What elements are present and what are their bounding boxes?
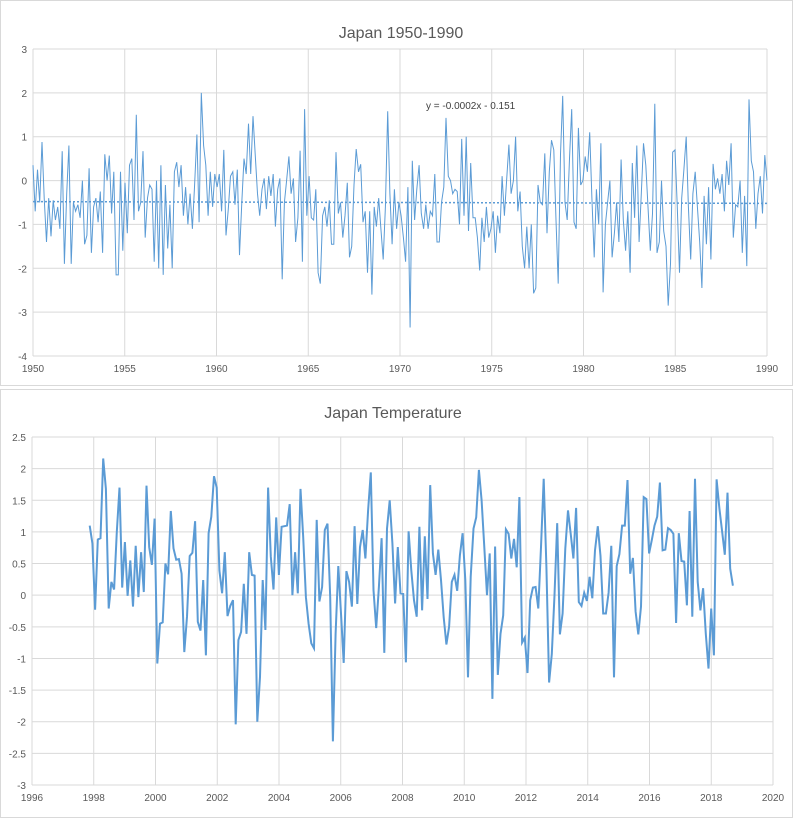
- x-tick-label: 2004: [268, 793, 291, 804]
- x-tick-label: 1960: [205, 364, 228, 375]
- x-tick-label: 1955: [114, 364, 137, 375]
- y-tick-label: -1: [18, 220, 27, 231]
- tick-labels: -4 -3 -2 -1 0 1 2 3 1950 1955 1960 1965 1970 1975 1980…: [18, 45, 778, 375]
- y-tick-label: 2.5: [12, 433, 26, 444]
- y-tick-label: -1.5: [9, 686, 27, 697]
- x-tick-label: 1980: [572, 364, 595, 375]
- line-chart: -3 -2.5 -2 -1.5 -1 -0.5 0 0.5 1 1.5 2 2.5 1996 1998 20…: [9, 405, 785, 804]
- y-tick-label: 2: [21, 89, 27, 100]
- y-tick-label: 1: [20, 528, 26, 539]
- series-line: [88, 458, 734, 742]
- y-tick-label: -2: [17, 718, 26, 729]
- y-tick-label: -2: [18, 264, 27, 275]
- chart-title: Japan Temperature: [324, 405, 462, 422]
- x-tick-label: 2002: [206, 793, 229, 804]
- y-tick-label: 0: [20, 591, 26, 602]
- x-tick-label: 2014: [577, 793, 600, 804]
- gridlines: [32, 48, 768, 357]
- x-tick-label: 1965: [297, 364, 320, 375]
- y-tick-label: -1: [17, 654, 26, 665]
- x-tick-label: 1990: [756, 364, 779, 375]
- x-tick-label: 2008: [391, 793, 414, 804]
- x-tick-label: 2018: [700, 793, 723, 804]
- y-tick-label: -3: [18, 308, 27, 319]
- x-tick-label: 2000: [144, 793, 167, 804]
- y-tick-label: 1.5: [12, 496, 26, 507]
- series-line: [32, 92, 768, 328]
- y-tick-label: 1: [21, 133, 27, 144]
- x-tick-label: 2006: [330, 793, 353, 804]
- x-tick-label: 1985: [664, 364, 687, 375]
- y-tick-label: 3: [21, 45, 27, 56]
- y-tick-label: 0: [21, 177, 27, 188]
- y-tick-label: 0.5: [12, 560, 26, 571]
- chart-panel-japan-temperature: -3 -2.5 -2 -1.5 -1 -0.5 0 0.5 1 1.5 2 2.5 1996 1998 20…: [0, 389, 793, 818]
- y-tick-label: -0.5: [9, 623, 27, 634]
- x-tick-label: 1970: [389, 364, 412, 375]
- x-tick-label: 2010: [453, 793, 476, 804]
- x-tick-label: 1950: [22, 364, 45, 375]
- chart-title: Japan 1950-1990: [339, 25, 464, 42]
- gridlines: [31, 436, 774, 786]
- y-tick-label: -4: [18, 352, 27, 363]
- x-tick-label: 2020: [762, 793, 785, 804]
- x-tick-label: 2012: [515, 793, 538, 804]
- trendline-equation: y = -0.0002x - 0.151: [426, 101, 516, 112]
- x-tick-label: 1996: [21, 793, 44, 804]
- y-tick-label: -2.5: [9, 749, 27, 760]
- line-chart: -4 -3 -2 -1 0 1 2 3 1950 1955 1960 1965 1970 1975 1980…: [18, 25, 778, 375]
- x-tick-label: 2016: [638, 793, 661, 804]
- tick-labels: -3 -2.5 -2 -1.5 -1 -0.5 0 0.5 1 1.5 2 2.5 1996 1998 20…: [9, 433, 785, 804]
- y-tick-label: 2: [20, 465, 26, 476]
- x-tick-label: 1975: [481, 364, 504, 375]
- y-tick-label: -3: [17, 781, 26, 792]
- x-tick-label: 1998: [83, 793, 106, 804]
- chart-panel-japan-1950-1990: -4 -3 -2 -1 0 1 2 3 1950 1955 1960 1965 1970 1975 1980…: [0, 0, 793, 386]
